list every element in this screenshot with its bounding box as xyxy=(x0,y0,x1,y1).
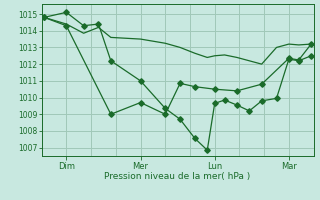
X-axis label: Pression niveau de la mer( hPa ): Pression niveau de la mer( hPa ) xyxy=(104,172,251,181)
